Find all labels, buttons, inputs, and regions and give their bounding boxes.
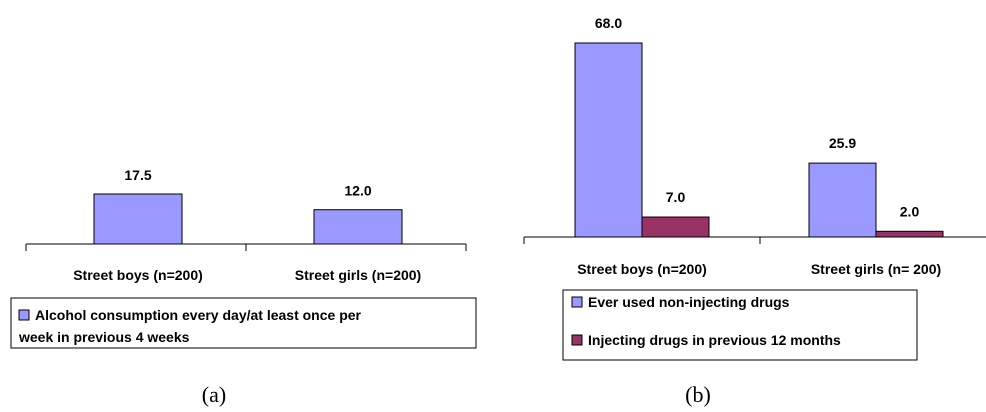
chart-b-legend-swatch	[571, 334, 583, 346]
chart-a-category-label: Street boys (n=200)	[73, 267, 203, 283]
chart-b-bar	[574, 42, 643, 238]
chart-b-legend-box	[562, 289, 918, 361]
chart-b-bar	[641, 216, 710, 238]
chart-a-bar	[313, 209, 403, 245]
chart-b: 68.0 25.9 7.0 2.0 Street boys (n=200) Stree…	[523, 15, 986, 407]
chart-b-value-label: 68.0	[595, 15, 622, 31]
chart-b-legend-label: Ever used non-injecting drugs	[588, 294, 790, 310]
chart-b-value-label: 2.0	[900, 203, 920, 219]
chart-a-legend-swatch	[18, 309, 30, 321]
chart-b-category-label: Street girls (n= 200)	[811, 261, 941, 277]
chart-a-category-label: Street girls (n=200)	[295, 267, 421, 283]
chart-a-legend-box	[10, 297, 477, 349]
chart-b-bar	[875, 230, 944, 238]
chart-b-value-label: 7.0	[666, 189, 686, 205]
chart-a-panel-label: (a)	[202, 382, 226, 407]
chart-b-legend: Ever used non-injecting drugs Injecting …	[562, 289, 918, 361]
chart-a: 17.5 12.0 Street boys (n=200) Street girl…	[10, 167, 477, 407]
chart-b-legend-swatch	[571, 296, 583, 308]
chart-a-bar	[93, 193, 183, 245]
chart-b-legend-label: Injecting drugs in previous 12 months	[588, 332, 841, 348]
chart-a-value-label: 17.5	[124, 167, 151, 183]
chart-a-value-label: 12.0	[344, 183, 371, 199]
chart-a-legend-label-line2: week in previous 4 weeks	[18, 329, 190, 345]
chart-a-legend-label-line1: Alcohol consumption every day/at least o…	[35, 307, 362, 323]
chart-b-bar	[808, 162, 877, 238]
chart-b-panel-label: (b)	[685, 382, 711, 407]
chart-b-value-label: 25.9	[829, 135, 856, 151]
chart-a-legend: Alcohol consumption every day/at least o…	[10, 297, 477, 349]
chart-b-category-label: Street boys (n=200)	[577, 261, 707, 277]
